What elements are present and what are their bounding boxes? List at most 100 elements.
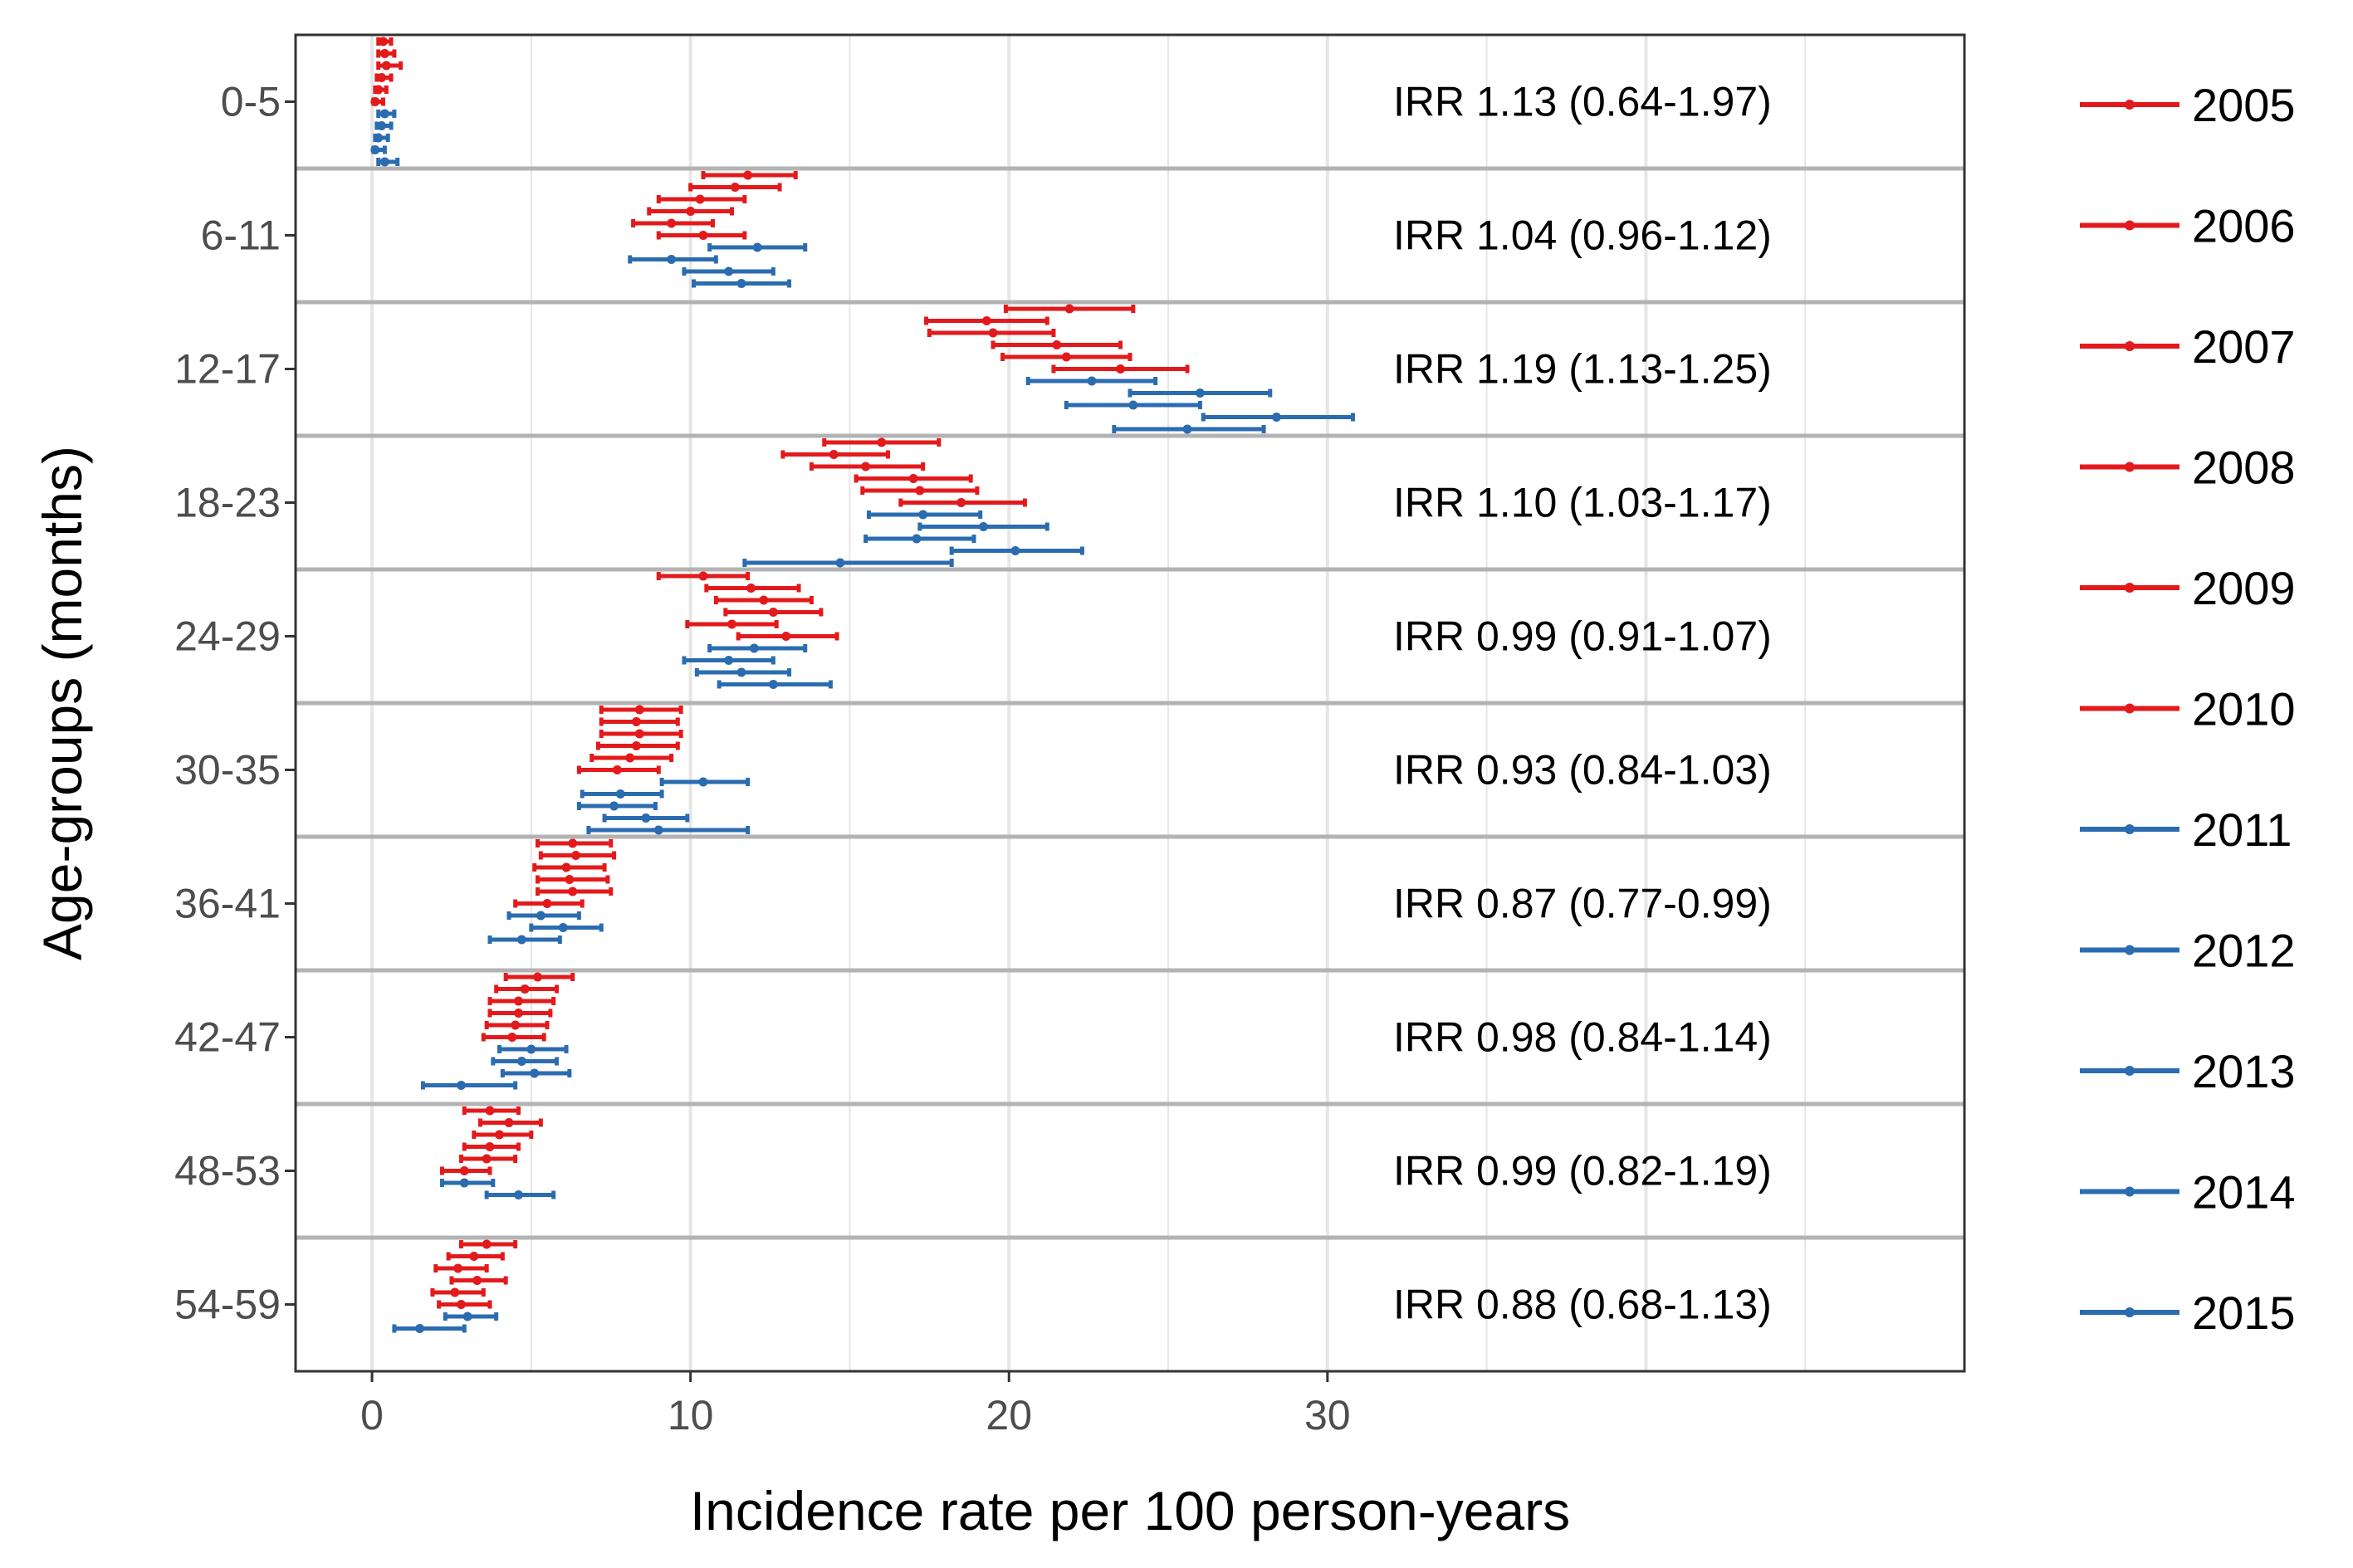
irr-label: IRR 0.87 (0.77-0.99)	[1393, 881, 1772, 927]
legend-key-point	[2125, 583, 2135, 593]
errorbar-point	[956, 498, 966, 507]
legend-key-point	[2125, 824, 2135, 834]
legend-key-point	[2125, 341, 2135, 351]
irr-label: IRR 0.88 (0.68-1.13)	[1393, 1282, 1772, 1328]
errorbar-point	[485, 1106, 495, 1116]
y-tick-label: 54-59	[174, 1282, 281, 1328]
errorbar-6-11-2010	[656, 231, 747, 240]
errorbar-6-11-2005	[701, 170, 798, 180]
errorbar-54-59-2009	[430, 1287, 486, 1297]
irr-label: IRR 1.10 (1.03-1.17)	[1393, 480, 1772, 526]
errorbar-12-17-2015	[1112, 424, 1266, 434]
errorbar-point	[698, 571, 708, 581]
errorbar-point	[698, 777, 708, 787]
errorbar-point	[1115, 364, 1125, 374]
errorbar-48-53-2008	[462, 1142, 521, 1151]
errorbar-24-29-2007	[713, 595, 814, 605]
legend-key-point	[2125, 703, 2135, 714]
errorbar-48-53-2012	[484, 1190, 556, 1199]
legend-label: 2006	[2192, 200, 2296, 252]
legend-item-2013: 2013	[2080, 1045, 2296, 1097]
legend-key-point	[2125, 945, 2135, 955]
errorbar-point	[667, 255, 677, 264]
errorbar-48-53-2006	[477, 1118, 543, 1127]
errorbar-30-35-2006	[599, 717, 680, 726]
errorbar-point	[374, 85, 384, 95]
errorbar-point	[453, 1263, 463, 1273]
errorbar-18-23-2009	[860, 486, 980, 496]
errorbar-point	[494, 1130, 504, 1140]
y-tick-label: 12-17	[174, 346, 281, 393]
legend-key-point	[2125, 100, 2135, 110]
legend-item-2008: 2008	[2080, 442, 2296, 494]
errorbar-point	[533, 972, 543, 982]
errorbar-30-35-2007	[599, 729, 683, 739]
errorbar-point	[724, 266, 734, 276]
errorbar-42-47-2005	[503, 972, 575, 982]
errorbar-point	[835, 558, 845, 568]
errorbar-18-23-2014	[949, 546, 1084, 555]
errorbar-24-29-2012	[682, 656, 775, 665]
errorbar-6-11-2009	[631, 218, 715, 228]
errorbar-point	[507, 1033, 517, 1042]
errorbar-0-5-2015	[376, 157, 400, 167]
errorbar-point	[1064, 304, 1074, 314]
errorbar-point	[571, 851, 581, 860]
errorbar-30-35-2012	[580, 789, 664, 799]
errorbar-point	[631, 717, 641, 726]
errorbar-0-5-2008	[374, 73, 394, 82]
errorbar-0-5-2005	[376, 37, 394, 46]
legend-item-2007: 2007	[2080, 320, 2296, 373]
irr-labels: IRR 1.13 (0.64-1.97) IRR 1.04 (0.96-1.12)…	[1393, 79, 1772, 1328]
errorbar-42-47-2012	[491, 1057, 560, 1066]
errorbar-36-41-2007	[532, 862, 607, 872]
errorbar-30-35-2011	[659, 777, 751, 787]
errorbar-point	[1271, 413, 1281, 422]
legend-item-2015: 2015	[2080, 1287, 2296, 1339]
errorbar-point	[686, 207, 696, 216]
legend-label: 2008	[2192, 442, 2296, 494]
errorbar-point	[615, 789, 625, 799]
errorbar-12-17-2011	[1025, 376, 1158, 386]
errorbar-point	[370, 97, 380, 106]
y-axis-title: Age-groups (months)	[32, 446, 93, 960]
errorbar-0-5-2009	[373, 85, 389, 95]
errorbar-point	[377, 121, 387, 130]
x-tick-label: 10	[668, 1392, 714, 1439]
facet-separators	[296, 166, 1964, 1240]
errorbar-point	[472, 1276, 482, 1285]
irr-label: IRR 0.93 (0.84-1.03)	[1393, 747, 1772, 794]
errorbar-24-29-2006	[704, 584, 801, 593]
errorbar-12-17-2007	[927, 328, 1056, 338]
errorbar-point	[631, 741, 641, 750]
legend-item-2009: 2009	[2080, 562, 2296, 614]
legend-key-point	[2125, 1307, 2135, 1317]
errorbar-point	[561, 862, 571, 872]
y-tick-label: 36-41	[174, 881, 281, 927]
errorbar-point	[1052, 340, 1062, 349]
errorbar-24-29-2013	[694, 667, 792, 677]
errorbar-42-47-2006	[494, 984, 560, 994]
errorbar-point	[1195, 388, 1205, 398]
errorbar-18-23-2010	[898, 498, 1027, 507]
errorbar-24-29-2014	[717, 680, 833, 689]
errorbar-point	[516, 1057, 526, 1066]
x-axis-title: Incidence rate per 100 person-years	[690, 1480, 1570, 1541]
y-tick-label: 18-23	[174, 480, 281, 526]
errorbar-12-17-2008	[991, 340, 1123, 349]
errorbar-24-29-2008	[723, 608, 824, 617]
errorbar-point	[469, 1252, 479, 1261]
errorbar-point	[530, 1068, 540, 1078]
legend-key-point	[2125, 1186, 2135, 1197]
errorbar-6-11-2012	[628, 255, 718, 264]
errorbar-36-41-2008	[536, 875, 610, 884]
errorbar-18-23-2013	[863, 534, 976, 544]
errorbar-6-11-2007	[656, 194, 747, 204]
x-tick-labels: 0 10 20 30	[360, 1371, 1351, 1439]
errorbar-point	[1128, 400, 1138, 410]
errorbar-point	[915, 486, 925, 496]
errorbar-18-23-2005	[822, 437, 942, 447]
errorbar-12-17-2012	[1128, 388, 1273, 398]
errorbar-point	[736, 667, 746, 677]
